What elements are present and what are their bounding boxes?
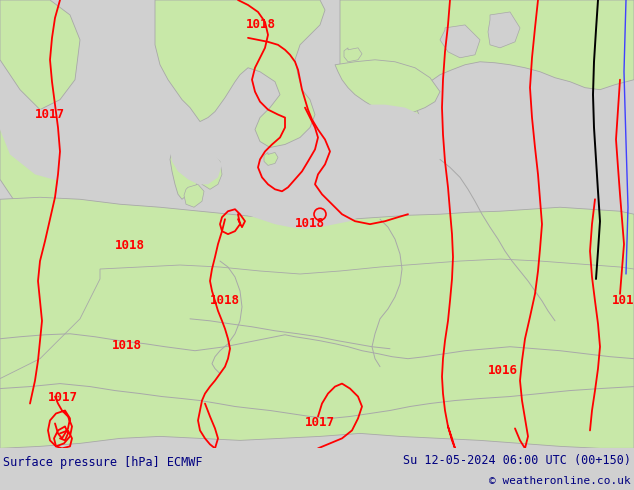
Polygon shape bbox=[340, 0, 634, 140]
Polygon shape bbox=[264, 152, 278, 166]
Polygon shape bbox=[0, 259, 634, 448]
Polygon shape bbox=[208, 140, 395, 229]
Text: 1018: 1018 bbox=[112, 339, 142, 352]
Text: Surface pressure [hPa] ECMWF: Surface pressure [hPa] ECMWF bbox=[3, 456, 203, 469]
Text: © weatheronline.co.uk: © weatheronline.co.uk bbox=[489, 476, 631, 486]
Polygon shape bbox=[488, 12, 520, 48]
Polygon shape bbox=[155, 0, 325, 147]
Text: 1017: 1017 bbox=[35, 108, 65, 121]
Polygon shape bbox=[184, 184, 204, 207]
Text: 1018: 1018 bbox=[115, 239, 145, 252]
Polygon shape bbox=[0, 108, 100, 181]
Polygon shape bbox=[170, 135, 222, 184]
Polygon shape bbox=[170, 147, 202, 199]
Polygon shape bbox=[440, 25, 480, 58]
Text: 1018: 1018 bbox=[295, 217, 325, 230]
Text: 1017: 1017 bbox=[48, 391, 78, 404]
Polygon shape bbox=[0, 197, 634, 448]
Text: 1018: 1018 bbox=[210, 294, 240, 307]
Text: 1018: 1018 bbox=[246, 18, 276, 31]
Text: 1017: 1017 bbox=[305, 416, 335, 429]
Text: Su 12-05-2024 06:00 UTC (00+150): Su 12-05-2024 06:00 UTC (00+150) bbox=[403, 454, 631, 466]
Polygon shape bbox=[0, 120, 60, 219]
Polygon shape bbox=[335, 60, 440, 115]
Polygon shape bbox=[344, 48, 362, 62]
Polygon shape bbox=[0, 0, 80, 110]
Polygon shape bbox=[325, 105, 440, 157]
Text: 101: 101 bbox=[612, 294, 634, 307]
Text: 1016: 1016 bbox=[488, 364, 518, 377]
Polygon shape bbox=[198, 154, 222, 189]
